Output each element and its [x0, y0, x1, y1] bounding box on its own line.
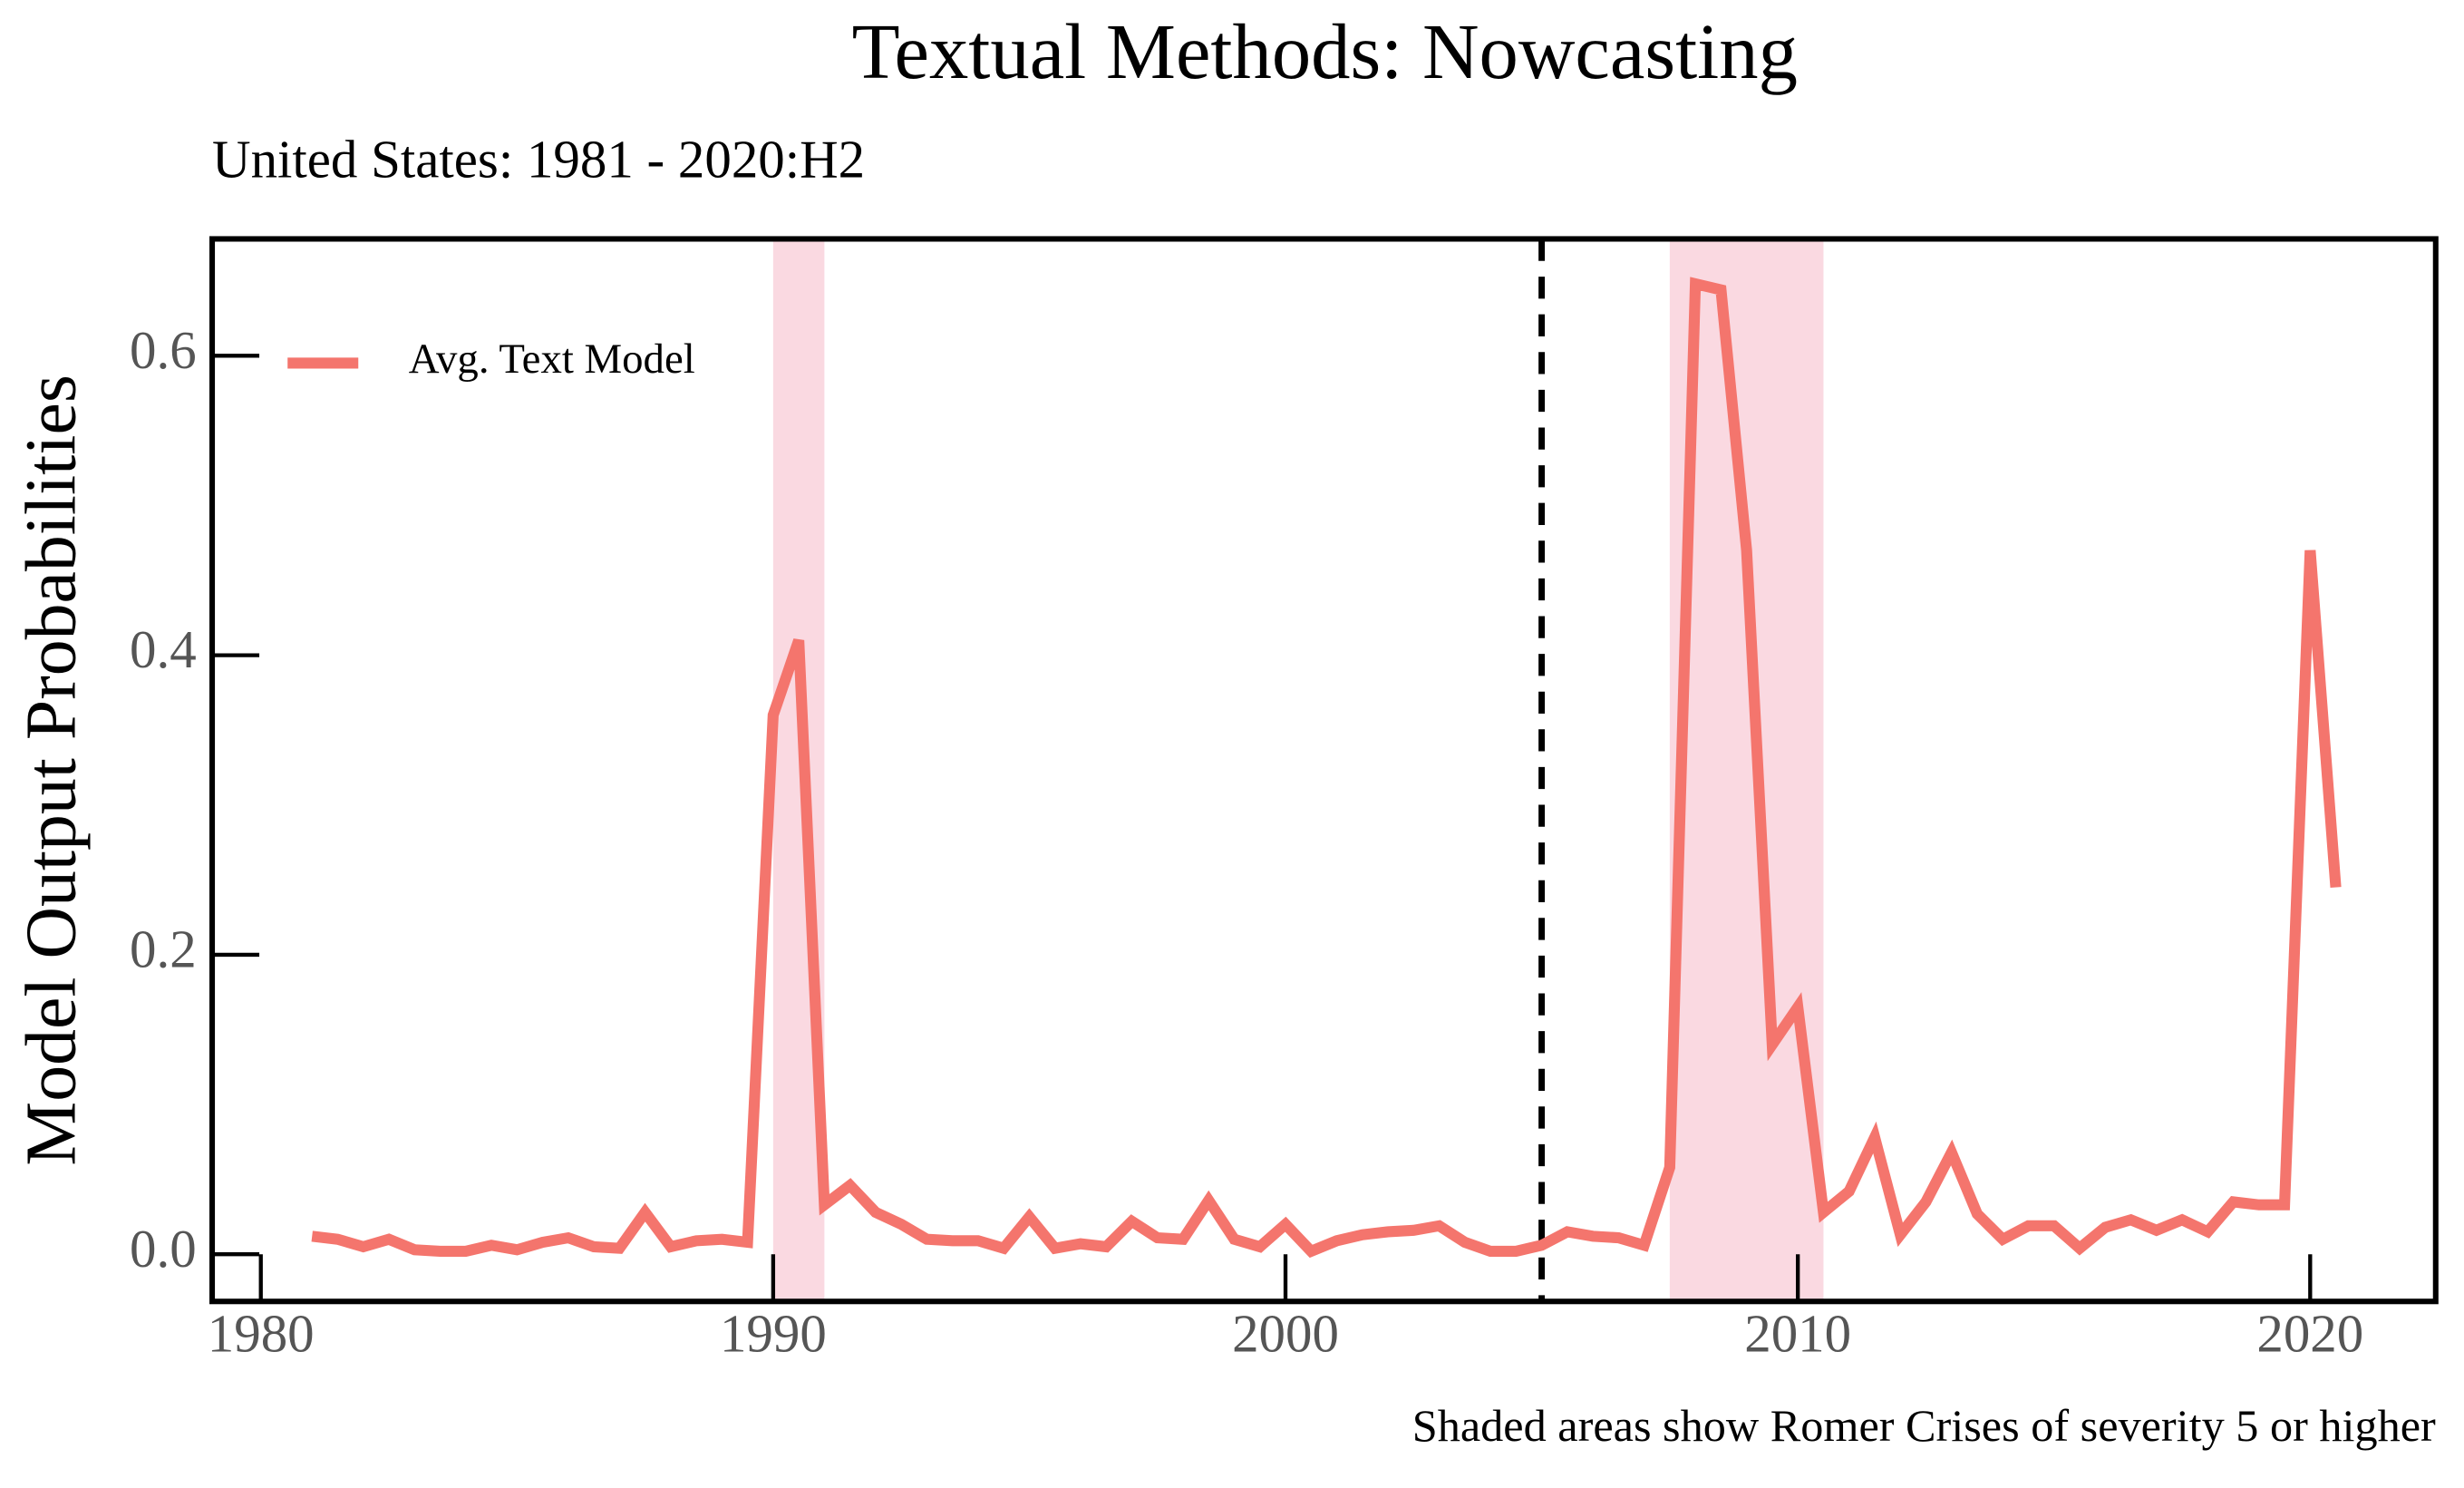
x-tick-label: 1990	[720, 1303, 827, 1363]
y-tick-label: 0.2	[130, 919, 197, 978]
x-tick-label: 2020	[2256, 1303, 2363, 1363]
y-tick-label: 0.6	[130, 320, 197, 380]
x-tick-label: 2000	[1232, 1303, 1339, 1363]
chart-subtitle: United States: 1981 - 2020:H2	[212, 130, 865, 190]
chart-title: Textual Methods: Nowcasting	[852, 8, 1798, 95]
plot-frame	[209, 236, 2439, 1305]
legend-label: Avg. Text Model	[409, 336, 695, 383]
x-tick-label: 1980	[208, 1303, 315, 1363]
footnote: Shaded areas show Romer Crises of severi…	[1412, 1400, 2436, 1451]
y-tick-label: 0.0	[130, 1219, 197, 1279]
data-line	[311, 277, 2342, 1259]
y-axis-label: Model Output Probabilities	[11, 374, 91, 1165]
y-tick-label: 0.4	[130, 619, 197, 679]
x-tick-label: 2010	[1744, 1303, 1851, 1363]
